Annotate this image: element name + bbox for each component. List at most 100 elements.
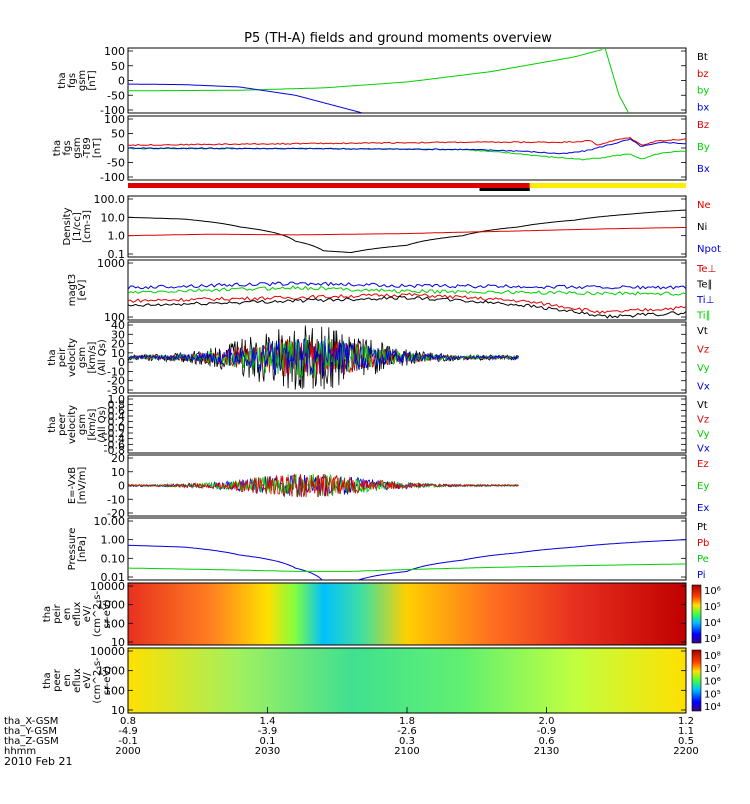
y-axis-label: magt3 [eV] (67, 274, 88, 307)
ephemeris-value: 1.1 (678, 726, 694, 737)
panel-1: 100 500 -50-100 tha fgs gsm -T89 [nT] Bz By Bx (52, 113, 710, 191)
y-axis-label: tha peir velocity gsm [km/s] (All Qs) (47, 338, 108, 377)
y-label-line: (All Qs) (97, 406, 108, 443)
y-tick-label: 100 (104, 45, 125, 58)
y-label-line: peer (52, 668, 63, 692)
legend-entry: Ez (697, 459, 709, 470)
colorbar-tick: 10⁶ (704, 677, 721, 688)
y-tick-label: 0 (118, 142, 125, 155)
y-tick-label: 10.0 (101, 211, 126, 224)
y-tick-label: 0.10 (101, 552, 126, 565)
series-line (128, 292, 686, 314)
y-label-line: -T89 (82, 137, 93, 159)
y-tick-label: 10000 (90, 645, 125, 658)
y-tick-label: -100 (100, 104, 125, 117)
noise-trace (128, 337, 519, 377)
legend-entry: Ey (697, 481, 709, 492)
y-label-line: sr-eV) (102, 599, 113, 628)
y-tick-label: 0.1 (108, 248, 126, 261)
series-line (128, 83, 363, 113)
legend-entry: bz (697, 69, 709, 80)
ephemeris-value: 2000 (115, 746, 140, 757)
legend-entry: Vz (697, 345, 709, 356)
ephemeris-value: 2200 (673, 746, 698, 757)
ephemeris-label: tha_Y-GSM (4, 726, 57, 737)
series-line (128, 138, 686, 155)
y-label-line: fgs (62, 140, 73, 155)
y-label-line: gsm (77, 414, 88, 435)
legend-entry: Bz (697, 120, 709, 131)
ephemeris-label: tha_Z-GSM (4, 736, 59, 747)
y-tick-label: -50 (107, 89, 125, 102)
legend-entry: Vt (697, 400, 708, 411)
y-label-line: peer (57, 412, 68, 436)
y-label-line: en (62, 674, 73, 687)
date-label: 2010 Feb 21 (4, 755, 72, 768)
y-tick-label: 10 (111, 347, 125, 360)
legend-entry: Pb (697, 538, 709, 549)
y-label-line: [nT] (87, 70, 98, 90)
y-tick-label: 0 (118, 75, 125, 88)
ephemeris-value: 0.1 (260, 736, 276, 747)
y-tick-label: 1.00 (101, 534, 126, 547)
y-tick-label: 10 (111, 704, 125, 717)
y-label-line: Pressure (67, 528, 78, 571)
mode-bar-yellow (529, 183, 686, 188)
series-line (128, 49, 603, 92)
series-line (128, 209, 686, 254)
colorbar-tick: 10³ (704, 634, 721, 645)
y-label-line: eV/ (82, 672, 93, 689)
y-label-line: sr-eV) (102, 666, 113, 695)
y-tick-label: 100 (104, 617, 125, 630)
ephemeris-value: 0.5 (678, 736, 694, 747)
y-axis-label: E=-VxB [mV/m] (67, 467, 88, 505)
y-label-line: tha (42, 606, 53, 622)
legend-entry: Te∥ (696, 279, 713, 290)
y-label-line: eV/ (82, 605, 93, 622)
y-label-line: eflux (72, 602, 83, 627)
y-tick-label: 40 (111, 319, 125, 332)
y-tick-label: -0.4 (104, 433, 125, 446)
colorbar-tick: 10⁴ (704, 702, 721, 713)
y-tick-label: 0 (118, 356, 125, 369)
y-tick-label: -0.6 (104, 438, 125, 451)
y-tick-label: 100 (104, 113, 125, 126)
y-label-line: [mV/m] (77, 467, 88, 505)
y-label-line: en (62, 608, 73, 621)
legend-entry: By (697, 142, 710, 153)
spectrogram-9 (128, 648, 686, 713)
legend-entry: Bt (697, 52, 708, 63)
y-tick-label: 1000 (97, 257, 125, 270)
legend-entry: Pt (697, 522, 707, 533)
y-label-line: [1/cc] (72, 212, 83, 241)
legend-entry: Ti⊥ (696, 295, 714, 306)
legend-entry: Pi (697, 570, 706, 581)
legend-entry: Ti∥ (696, 310, 711, 321)
y-label-line: (All Qs) (97, 339, 108, 376)
ephemeris-value: -4.9 (118, 726, 138, 737)
y-tick-label: -20 (107, 375, 125, 388)
mode-bar-red (128, 183, 530, 188)
y-tick-label: 10 (111, 466, 125, 479)
colorbar-8: 10⁶ 10⁵ 10⁴ 10³ (691, 584, 721, 645)
legend-entry: Vy (697, 429, 710, 440)
colorbar-tick: 10⁸ (704, 651, 721, 662)
y-label-line: tha (47, 416, 58, 432)
y-tick-label: 10000 (90, 580, 125, 593)
series-line (128, 563, 686, 572)
y-tick-label: -0.8 (104, 444, 125, 457)
legend-entry: Ex (697, 503, 709, 514)
y-label-line: eflux (72, 668, 83, 693)
legend-entry: Te⊥ (696, 264, 716, 275)
colorbar-tick: 10⁵ (704, 689, 721, 700)
ephemeris-value: -0.9 (537, 726, 557, 737)
ephemeris-value: 2100 (394, 746, 419, 757)
series-line (128, 509, 686, 516)
series-line (128, 539, 686, 580)
y-tick-label: 20 (111, 452, 125, 465)
y-tick-label: 0.6 (108, 404, 126, 417)
